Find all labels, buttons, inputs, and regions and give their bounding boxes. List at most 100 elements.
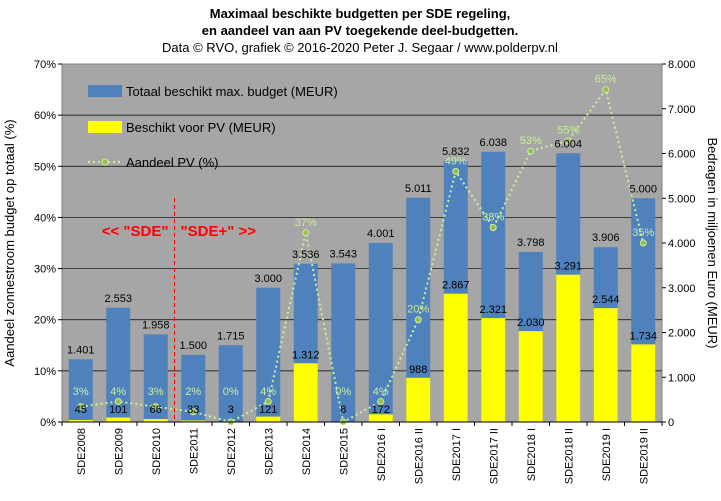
share-value-label: 37% (295, 217, 317, 229)
share-value-label: 4% (110, 386, 126, 398)
right-tick-label: 0 (668, 417, 674, 429)
share-marker (452, 167, 460, 175)
right-axis-ticks: 0 1.000 2.000 3.000 4.000 5.000 6.000 7.000 8.00… (662, 59, 696, 429)
category-label: SDE2018 II (563, 428, 575, 484)
right-tick-label: 6.000 (668, 149, 696, 161)
pv-value-label: 33 (187, 404, 199, 416)
category-label: SDE2017 I (451, 428, 463, 481)
pv-bar (631, 344, 656, 422)
share-value-label: 65% (595, 74, 617, 86)
right-axis-title: Bedragen in miljoenen Euro (MEUR) (705, 138, 720, 349)
right-tick-label: 4.000 (668, 238, 696, 250)
right-tick-label: 1.000 (668, 372, 696, 384)
sde-note-left: << "SDE" (102, 223, 169, 240)
share-value-label: 2% (185, 386, 201, 398)
total-bar (331, 263, 356, 422)
total-value-label: 6.038 (479, 137, 507, 149)
pv-bar (68, 419, 93, 422)
pv-value-label: 8 (340, 404, 346, 416)
total-bar (368, 242, 393, 422)
pv-value-label: 3.291 (554, 261, 582, 273)
total-value-label: 5.832 (442, 146, 470, 158)
share-marker (527, 147, 535, 155)
share-value-label: 38% (482, 212, 504, 224)
right-tick-label: 2.000 (668, 328, 696, 340)
share-marker (152, 403, 160, 411)
share-value-label: 3% (73, 386, 89, 398)
pv-bar (293, 363, 318, 422)
pv-value-label: 172 (372, 404, 390, 416)
total-value-label: 3.000 (254, 273, 282, 285)
pv-bar (556, 274, 581, 422)
share-value-label: 20% (407, 304, 429, 316)
series-pv-bars (68, 274, 656, 423)
total-value-label: 5.011 (405, 183, 432, 195)
right-tick-label: 3.000 (668, 283, 696, 295)
category-label: SDE2019 I (601, 428, 613, 481)
left-axis-title: Aandeel zonnestroom budget op totaal (%) (2, 119, 17, 366)
pv-bar (443, 293, 468, 422)
pv-bar (481, 318, 506, 422)
pv-bar (256, 416, 281, 422)
category-label: SDE2015 (338, 428, 350, 475)
share-marker (489, 224, 497, 232)
share-value-label: 4% (260, 386, 276, 398)
pv-value-label: 101 (109, 404, 127, 416)
left-tick-label: 0% (40, 417, 56, 429)
chart-subtitle: Data © RVO, grafiek © 2016-2020 Peter J.… (162, 40, 558, 55)
chart-title-line-2: en aandeel van aan PV toegekende deel-bu… (202, 23, 518, 38)
total-value-label: 1.500 (179, 340, 207, 352)
category-label: SDE2009 (113, 428, 125, 475)
legend-swatch-pv (88, 121, 122, 133)
left-tick-label: 60% (34, 110, 56, 122)
share-marker (77, 403, 85, 411)
chart-title-line-1: Maximaal beschikte budgetten per SDE reg… (210, 6, 511, 21)
share-marker (639, 239, 647, 247)
total-value-label: 2.553 (104, 293, 132, 305)
share-marker (602, 86, 610, 94)
pv-value-label: 3 (228, 404, 234, 416)
share-value-label: 53% (520, 135, 542, 147)
total-value-label: 3.536 (292, 249, 320, 261)
pv-bar (181, 420, 206, 422)
total-bar (218, 345, 243, 422)
share-value-label: 3% (148, 386, 164, 398)
share-value-label: 4% (373, 386, 389, 398)
category-label: SDE2016 II (413, 428, 425, 484)
pv-value-label: 1.312 (292, 349, 320, 361)
pv-bar (106, 417, 131, 422)
pv-value-label: 2.867 (442, 280, 470, 292)
pv-bar (143, 419, 168, 422)
share-value-label: 0% (335, 386, 351, 398)
right-tick-label: 8.000 (668, 59, 696, 71)
legend-label-pv: Beschikt voor PV (MEUR) (126, 120, 276, 135)
total-value-label: 3.543 (329, 248, 357, 260)
left-tick-label: 20% (34, 315, 56, 327)
total-value-label: 1.715 (217, 330, 245, 342)
pv-value-label: 2.030 (517, 317, 545, 329)
left-axis-ticks: 0% 10% 20% 30% 40% 50% 60% 70% (34, 59, 62, 429)
pv-bar (518, 331, 543, 422)
legend-swatch-total (88, 85, 122, 97)
sde-annotation: << "SDE" "SDE+" >> (102, 198, 256, 420)
pv-bar (368, 414, 393, 422)
category-label: SDE2014 (301, 428, 313, 475)
total-value-label: 3.906 (592, 232, 620, 244)
legend-label-total: Totaal beschikt max. budget (MEUR) (126, 84, 338, 99)
total-value-label: 3.798 (517, 237, 545, 249)
pv-value-label: 2.544 (592, 294, 620, 306)
category-label: SDE2012 (226, 428, 238, 475)
category-label: SDE2013 (263, 428, 275, 475)
series-share-line (77, 86, 647, 426)
right-tick-label: 5.000 (668, 193, 696, 205)
category-label: SDE2008 (76, 428, 88, 475)
total-bar (68, 359, 93, 422)
legend: Totaal beschikt max. budget (MEUR) Besch… (88, 84, 338, 170)
share-marker (302, 229, 310, 237)
share-value-label: 0% (223, 386, 239, 398)
total-value-label: 6.004 (554, 138, 582, 150)
pv-value-label: 45 (75, 404, 87, 416)
share-value-label: 35% (632, 227, 654, 239)
left-tick-label: 30% (34, 264, 56, 276)
left-tick-label: 50% (34, 161, 56, 173)
